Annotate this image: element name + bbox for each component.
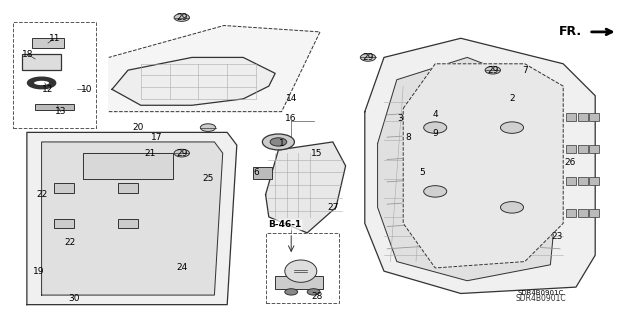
Polygon shape bbox=[83, 153, 173, 179]
Polygon shape bbox=[403, 64, 563, 268]
Text: 20: 20 bbox=[132, 123, 143, 132]
Bar bbox=[266, 233, 339, 303]
Text: 30: 30 bbox=[68, 294, 79, 303]
Circle shape bbox=[424, 122, 447, 133]
Text: 14: 14 bbox=[285, 94, 297, 103]
Text: 4: 4 bbox=[433, 110, 438, 119]
Bar bbox=[589, 145, 599, 153]
Bar bbox=[566, 177, 576, 185]
Polygon shape bbox=[109, 26, 320, 112]
Polygon shape bbox=[378, 57, 563, 281]
Bar bbox=[566, 145, 576, 153]
Circle shape bbox=[262, 134, 294, 150]
Circle shape bbox=[424, 186, 447, 197]
Polygon shape bbox=[112, 57, 275, 105]
Text: 17: 17 bbox=[151, 133, 163, 142]
Bar bbox=[566, 209, 576, 217]
Circle shape bbox=[200, 124, 216, 131]
Bar bbox=[32, 38, 64, 48]
Text: 3: 3 bbox=[397, 114, 403, 122]
Bar bbox=[589, 209, 599, 217]
Bar bbox=[118, 219, 138, 228]
Polygon shape bbox=[42, 142, 223, 295]
Bar bbox=[54, 183, 74, 193]
Polygon shape bbox=[266, 142, 346, 233]
Bar bbox=[118, 183, 138, 193]
Text: SDR4B0901C: SDR4B0901C bbox=[515, 294, 566, 303]
Circle shape bbox=[500, 122, 524, 133]
Bar bbox=[253, 167, 272, 179]
Text: 22: 22 bbox=[36, 190, 47, 199]
Bar bbox=[578, 177, 588, 185]
Circle shape bbox=[270, 138, 287, 146]
Text: 1: 1 bbox=[279, 139, 284, 148]
Circle shape bbox=[500, 202, 524, 213]
Text: 7: 7 bbox=[522, 66, 527, 75]
Bar bbox=[22, 54, 61, 70]
Bar bbox=[13, 22, 96, 128]
Polygon shape bbox=[27, 132, 237, 305]
Text: B-46-1: B-46-1 bbox=[268, 220, 301, 229]
Text: 9: 9 bbox=[433, 130, 438, 138]
Circle shape bbox=[174, 14, 189, 21]
Text: 21: 21 bbox=[145, 149, 156, 158]
Text: 29: 29 bbox=[177, 149, 188, 158]
Text: 29: 29 bbox=[362, 53, 374, 62]
Text: 16: 16 bbox=[285, 114, 297, 122]
Ellipse shape bbox=[285, 260, 317, 282]
Text: 29: 29 bbox=[177, 13, 188, 22]
Bar bbox=[275, 276, 323, 289]
Circle shape bbox=[307, 289, 320, 295]
Text: 23: 23 bbox=[551, 232, 563, 241]
Bar bbox=[589, 113, 599, 121]
Text: 2: 2 bbox=[509, 94, 515, 103]
Bar bbox=[566, 113, 576, 121]
Text: 25: 25 bbox=[202, 174, 214, 183]
Text: 12: 12 bbox=[42, 85, 54, 94]
Circle shape bbox=[485, 66, 500, 74]
Text: 24: 24 bbox=[177, 263, 188, 272]
Text: 13: 13 bbox=[55, 107, 67, 116]
Text: 18: 18 bbox=[22, 50, 33, 59]
Text: SDR4B0901C: SDR4B0901C bbox=[518, 291, 564, 296]
Bar bbox=[54, 219, 74, 228]
Text: 28: 28 bbox=[311, 292, 323, 301]
Text: FR.: FR. bbox=[559, 26, 582, 38]
Polygon shape bbox=[365, 38, 595, 293]
Bar bbox=[578, 209, 588, 217]
Text: 26: 26 bbox=[564, 158, 575, 167]
Text: 29: 29 bbox=[487, 66, 499, 75]
Text: 10: 10 bbox=[81, 85, 92, 94]
Bar bbox=[589, 177, 599, 185]
Bar bbox=[578, 145, 588, 153]
Circle shape bbox=[360, 54, 376, 61]
Bar bbox=[35, 104, 74, 110]
Text: 11: 11 bbox=[49, 34, 60, 43]
Text: 15: 15 bbox=[311, 149, 323, 158]
Text: 22: 22 bbox=[65, 238, 76, 247]
Text: 27: 27 bbox=[327, 203, 339, 212]
Circle shape bbox=[174, 149, 189, 157]
Text: 6: 6 bbox=[253, 168, 259, 177]
Circle shape bbox=[285, 289, 298, 295]
Text: 8: 8 bbox=[406, 133, 411, 142]
Text: 19: 19 bbox=[33, 267, 44, 276]
Bar bbox=[578, 113, 588, 121]
Text: 5: 5 bbox=[420, 168, 425, 177]
